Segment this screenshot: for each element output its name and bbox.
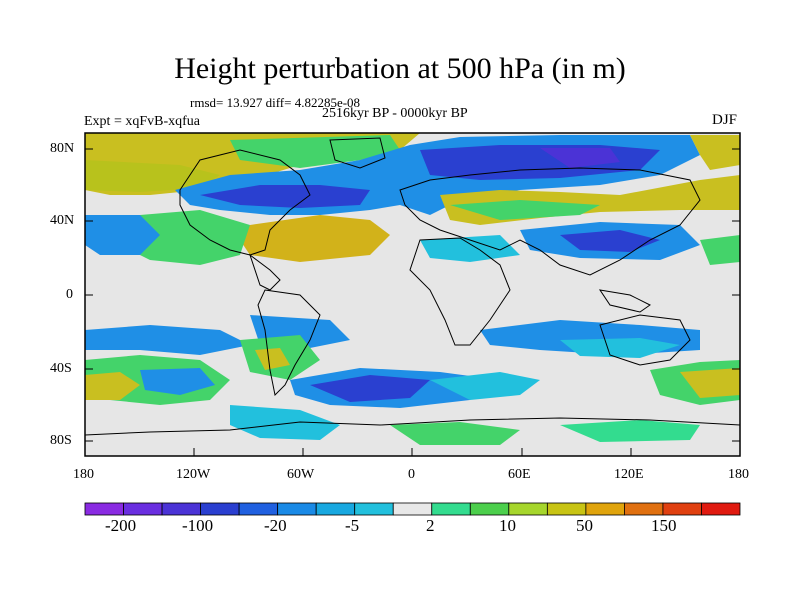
- sa-yellow: [255, 348, 290, 370]
- np-blue-west: [85, 215, 160, 255]
- colorbar-swatch: [701, 502, 741, 516]
- north-america-coast: [179, 149, 311, 256]
- colorbar-label: -100: [182, 516, 214, 535]
- eurasia-coast: [399, 167, 701, 276]
- lat-label-40s: 40S: [50, 361, 72, 376]
- central-america-coast: [249, 253, 281, 291]
- colorbar-swatch: [662, 502, 702, 516]
- greenland-coast: [329, 137, 386, 169]
- north-negative-core-west: [200, 185, 370, 208]
- lat-label-40n: 40N: [50, 213, 75, 228]
- height-field: [85, 133, 740, 456]
- lon-label-60w: 60W: [287, 467, 315, 482]
- colorbar-swatch: [624, 502, 664, 516]
- greenland-green: [230, 135, 400, 168]
- axis-ticks: [85, 148, 740, 456]
- mideast-cyan: [420, 235, 520, 262]
- colorbar-swatch: [392, 502, 433, 516]
- lon-label-60e: 60E: [508, 467, 531, 482]
- antarctic-cyan: [230, 405, 340, 440]
- sp-blue-2: [140, 368, 215, 395]
- sp-yellow: [85, 372, 140, 400]
- experiment-label: Expt = xqFvB-xqfua: [84, 114, 200, 129]
- lon-label-180w: 180: [73, 467, 94, 482]
- colorbar-swatch: [123, 502, 163, 516]
- colorbar-swatch: [546, 502, 587, 516]
- plot-title: Height perturbation at 500 hPa (in m): [174, 52, 626, 85]
- colorbar-swatch: [200, 502, 240, 516]
- sp-blue-1: [85, 325, 250, 355]
- lat-label-80s: 80S: [50, 433, 72, 448]
- colorbar: [84, 502, 741, 516]
- io-cyan: [560, 338, 680, 358]
- colorbar-label: -20: [264, 516, 287, 535]
- ne-positive: [690, 135, 740, 170]
- north-positive-inner: [85, 160, 220, 192]
- colorbar-swatch: [508, 502, 548, 516]
- north-negative-peak: [540, 148, 620, 168]
- colorbar-swatch: [469, 502, 510, 516]
- colorbar-label: -5: [345, 516, 360, 535]
- south-america-coast: [257, 289, 321, 397]
- so-cyan: [430, 372, 540, 400]
- colorbar-swatch: [161, 502, 201, 516]
- lat-label-0: 0: [66, 287, 73, 302]
- antarctic-green-2: [560, 420, 700, 442]
- colorbar-label: 10: [499, 516, 516, 535]
- period-text: 2516kyr BP - 0000kyr BP: [322, 106, 468, 121]
- colorbar-swatch: [84, 502, 124, 516]
- season-label: DJF: [712, 112, 738, 128]
- indonesia-coast: [598, 289, 651, 313]
- east-green: [700, 235, 740, 265]
- colorbar-swatch: [277, 502, 317, 516]
- africa-coast: [409, 237, 511, 346]
- asia-blue-core: [560, 230, 660, 252]
- colorbar-swatch: [238, 502, 279, 516]
- pacific-green: [120, 210, 250, 265]
- lon-label-0: 0: [408, 467, 415, 482]
- atlantic-positive: [240, 215, 390, 262]
- so-blue-core: [310, 375, 430, 402]
- lon-label-180e: 180: [728, 467, 749, 482]
- stats-text: rmsd= 13.927 diff= 4.82285e-08: [190, 95, 361, 110]
- colorbar-label: 2: [426, 516, 435, 535]
- colorbar-label: 50: [576, 516, 593, 535]
- australia-coast: [599, 314, 691, 366]
- colorbar-swatch: [315, 502, 356, 516]
- coastlines: [85, 137, 740, 436]
- lat-label-80n: 80N: [50, 141, 75, 156]
- lon-label-120e: 120E: [614, 467, 644, 482]
- lon-label-120w: 120W: [176, 467, 211, 482]
- eurasia-green: [450, 200, 600, 220]
- colorbar-swatch: [431, 502, 471, 516]
- colorbar-label: -200: [105, 516, 137, 535]
- colorbar-swatch: [354, 502, 394, 516]
- antarctica-coast: [85, 417, 740, 436]
- se-yellow: [680, 368, 740, 398]
- colorbar-swatch: [585, 502, 625, 516]
- colorbar-label: 150: [651, 516, 677, 535]
- antarctic-green: [390, 422, 520, 445]
